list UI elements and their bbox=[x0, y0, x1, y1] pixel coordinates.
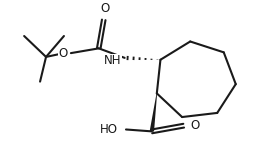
Text: O: O bbox=[191, 119, 200, 132]
Text: HO: HO bbox=[100, 123, 118, 136]
Text: O: O bbox=[100, 2, 109, 15]
Polygon shape bbox=[150, 93, 157, 132]
Text: O: O bbox=[59, 47, 68, 60]
Text: NH: NH bbox=[104, 54, 122, 67]
